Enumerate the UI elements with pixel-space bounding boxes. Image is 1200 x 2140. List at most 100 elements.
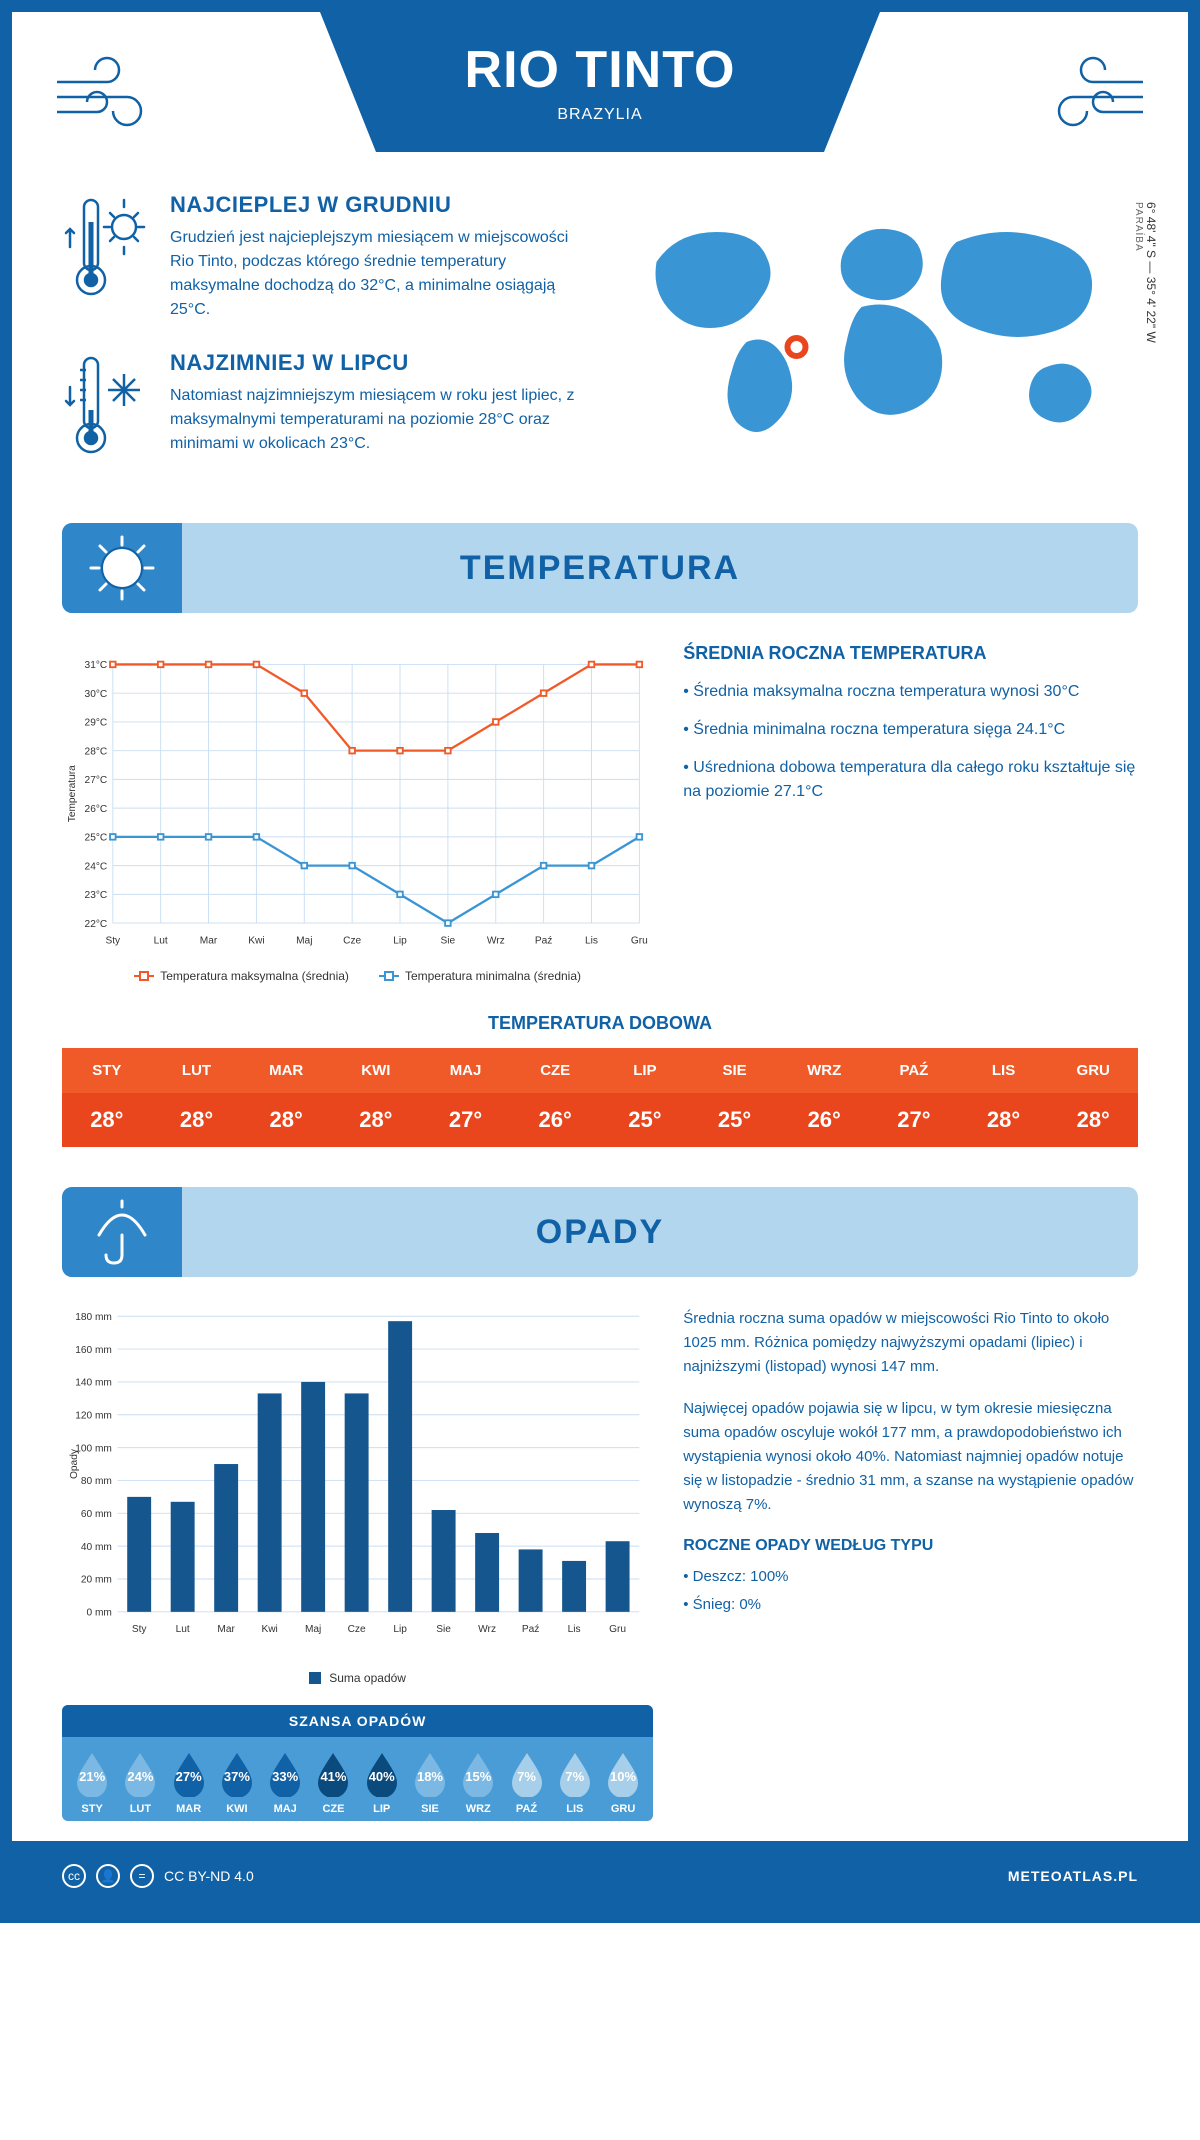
daily-value: 25° xyxy=(600,1093,690,1147)
daily-month: MAR xyxy=(241,1048,331,1093)
precip-legend: Suma opadów xyxy=(329,1671,406,1685)
precip-p2: Najwięcej opadów pojawia się w lipcu, w … xyxy=(683,1397,1138,1517)
chance-cell: 41%CZE xyxy=(309,1749,357,1815)
svg-text:80 mm: 80 mm xyxy=(81,1476,112,1487)
daily-value: 25° xyxy=(690,1093,780,1147)
sun-icon xyxy=(62,523,182,613)
svg-text:Sie: Sie xyxy=(441,935,456,946)
svg-text:28°C: 28°C xyxy=(85,746,108,757)
daily-month: GRU xyxy=(1048,1048,1138,1093)
svg-text:20 mm: 20 mm xyxy=(81,1575,112,1586)
svg-text:31°C: 31°C xyxy=(85,660,108,671)
svg-text:Wrz: Wrz xyxy=(478,1624,496,1635)
cold-title: NAJZIMNIEJ W LIPCU xyxy=(170,350,585,376)
svg-text:40 mm: 40 mm xyxy=(81,1542,112,1553)
temperature-section-bar: TEMPERATURA xyxy=(62,523,1138,613)
precip-type: • Śnieg: 0% xyxy=(683,1593,1138,1617)
svg-text:Sie: Sie xyxy=(436,1624,451,1635)
page: RIO TINTO BRAZYLIA NAJCIEPLEJ W GRUDNIU … xyxy=(0,0,1200,1923)
by-icon: 👤 xyxy=(96,1864,120,1888)
precip-type: • Deszcz: 100% xyxy=(683,1565,1138,1589)
svg-text:Lis: Lis xyxy=(568,1624,581,1635)
chance-cell: 33%MAJ xyxy=(261,1749,309,1815)
footer: cc 👤 = CC BY-ND 4.0 METEOATLAS.PL xyxy=(12,1841,1188,1911)
daily-value: 28° xyxy=(62,1093,152,1147)
daily-temp-table: STYLUTMARKWIMAJCZELIPSIEWRZPAŹLISGRU 28°… xyxy=(62,1048,1138,1147)
svg-text:Opady: Opady xyxy=(69,1448,80,1479)
svg-text:Kwi: Kwi xyxy=(261,1624,277,1635)
chance-cell: 24%LUT xyxy=(116,1749,164,1815)
svg-text:23°C: 23°C xyxy=(85,890,108,901)
precip-chart-area: 0 mm20 mm40 mm60 mm80 mm100 mm120 mm140 … xyxy=(62,1307,653,1821)
svg-text:24°C: 24°C xyxy=(85,861,108,872)
daily-month: LIS xyxy=(959,1048,1049,1093)
hot-text: Grudzień jest najcieplejszym miesiącem w… xyxy=(170,226,585,322)
daily-month: PAŹ xyxy=(869,1048,959,1093)
svg-text:Lip: Lip xyxy=(393,1624,407,1635)
svg-text:Paź: Paź xyxy=(535,935,553,946)
chance-cell: 27%MAR xyxy=(165,1749,213,1815)
daily-value: 26° xyxy=(779,1093,869,1147)
page-subtitle: BRAZYLIA xyxy=(557,106,642,124)
precip-title: OPADY xyxy=(536,1213,664,1252)
svg-text:60 mm: 60 mm xyxy=(81,1509,112,1520)
daily-value: 27° xyxy=(869,1093,959,1147)
chance-cell: 37%KWI xyxy=(213,1749,261,1815)
svg-text:Mar: Mar xyxy=(200,935,218,946)
legend-min: Temperatura minimalna (średnia) xyxy=(405,969,581,983)
daily-value: 27° xyxy=(421,1093,511,1147)
region-label: PARAÍBA xyxy=(1133,202,1144,252)
page-title: RIO TINTO xyxy=(465,40,736,100)
svg-text:Lut: Lut xyxy=(154,935,168,946)
daily-month: KWI xyxy=(331,1048,421,1093)
temp-bullet: • Średnia maksymalna roczna temperatura … xyxy=(683,680,1138,704)
legend-max: Temperatura maksymalna (średnia) xyxy=(160,969,349,983)
chance-box: SZANSA OPADÓW 21%STY24%LUT27%MAR37%KWI33… xyxy=(62,1705,653,1821)
chance-cell: 21%STY xyxy=(68,1749,116,1815)
svg-text:Sty: Sty xyxy=(105,935,121,946)
daily-month: LUT xyxy=(152,1048,242,1093)
temperature-chart: 22°C23°C24°C25°C26°C27°C28°C29°C30°C31°C… xyxy=(62,643,653,983)
svg-text:Wrz: Wrz xyxy=(487,935,505,946)
world-map: PARAÍBA 6° 48' 4" S — 35° 4' 22" W xyxy=(615,192,1138,493)
daily-value: 28° xyxy=(959,1093,1049,1147)
precip-section-bar: OPADY xyxy=(62,1187,1138,1277)
chance-title: SZANSA OPADÓW xyxy=(62,1705,653,1737)
chance-cell: 10%GRU xyxy=(599,1749,647,1815)
svg-text:Lip: Lip xyxy=(393,935,407,946)
daily-month: WRZ xyxy=(779,1048,869,1093)
svg-text:22°C: 22°C xyxy=(85,919,108,930)
temperature-info: ŚREDNIA ROCZNA TEMPERATURA • Średnia mak… xyxy=(683,643,1138,983)
license-text: CC BY-ND 4.0 xyxy=(164,1868,254,1884)
chance-cell: 7%LIS xyxy=(551,1749,599,1815)
daily-value: 28° xyxy=(241,1093,331,1147)
daily-month: CZE xyxy=(510,1048,600,1093)
precip-p1: Średnia roczna suma opadów w miejscowośc… xyxy=(683,1307,1138,1379)
daily-month: SIE xyxy=(690,1048,780,1093)
daily-value: 28° xyxy=(1048,1093,1138,1147)
svg-text:Lis: Lis xyxy=(585,935,598,946)
cold-text: Natomiast najzimniejszym miesiącem w rok… xyxy=(170,384,585,456)
chance-cell: 40%LIP xyxy=(358,1749,406,1815)
hot-title: NAJCIEPLEJ W GRUDNIU xyxy=(170,192,585,218)
svg-text:100 mm: 100 mm xyxy=(75,1443,112,1454)
thermometer-cold-icon xyxy=(62,350,152,465)
svg-text:120 mm: 120 mm xyxy=(75,1410,112,1421)
svg-text:Kwi: Kwi xyxy=(248,935,264,946)
svg-text:160 mm: 160 mm xyxy=(75,1345,112,1356)
daily-month: LIP xyxy=(600,1048,690,1093)
svg-text:140 mm: 140 mm xyxy=(75,1378,112,1389)
thermometer-hot-icon xyxy=(62,192,152,322)
temp-bullet: • Średnia minimalna roczna temperatura s… xyxy=(683,718,1138,742)
title-banner: RIO TINTO BRAZYLIA xyxy=(320,12,880,152)
temp-info-title: ŚREDNIA ROCZNA TEMPERATURA xyxy=(683,643,1138,664)
temp-bullet: • Uśredniona dobowa temperatura dla całe… xyxy=(683,756,1138,804)
daily-month: STY xyxy=(62,1048,152,1093)
svg-text:27°C: 27°C xyxy=(85,775,108,786)
intro-section: NAJCIEPLEJ W GRUDNIU Grudzień jest najci… xyxy=(12,172,1188,523)
svg-text:Maj: Maj xyxy=(296,935,312,946)
header: RIO TINTO BRAZYLIA xyxy=(12,12,1188,172)
svg-text:Lut: Lut xyxy=(176,1624,190,1635)
wind-icon xyxy=(1028,52,1148,137)
svg-text:29°C: 29°C xyxy=(85,718,108,729)
